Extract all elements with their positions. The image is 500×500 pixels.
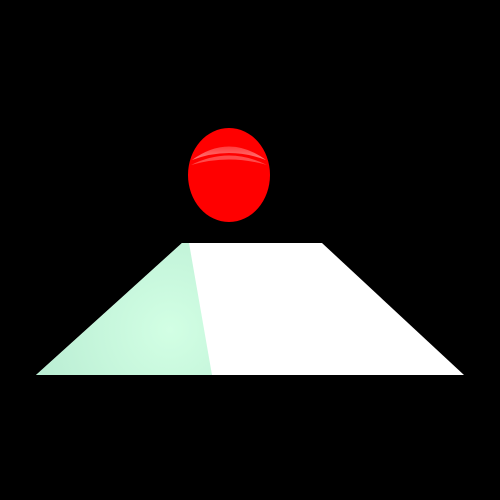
floor-shadow-region <box>36 243 212 375</box>
red-ball <box>188 128 270 222</box>
ball-highlight-band <box>192 146 266 160</box>
ball-highlight-band-lower <box>191 155 267 165</box>
ball-body <box>188 128 270 222</box>
